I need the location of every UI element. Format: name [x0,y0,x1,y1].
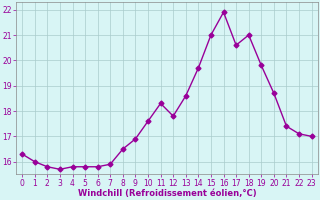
X-axis label: Windchill (Refroidissement éolien,°C): Windchill (Refroidissement éolien,°C) [77,189,256,198]
